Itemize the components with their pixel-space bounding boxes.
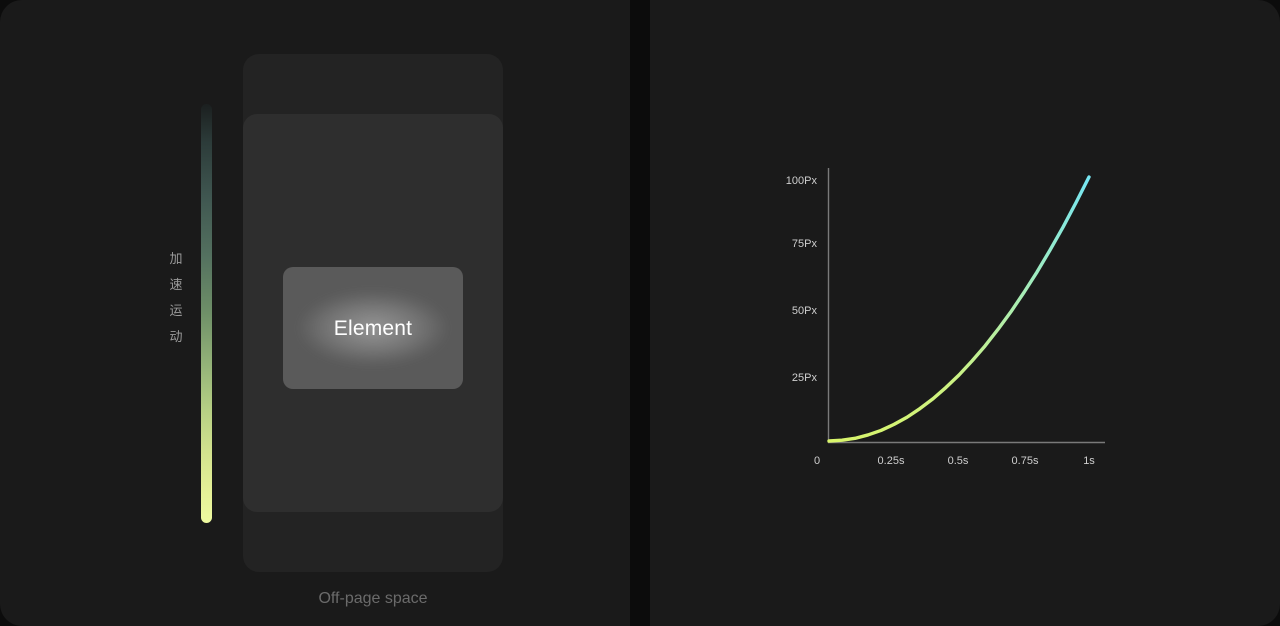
caption-char-3: 运 bbox=[169, 303, 183, 318]
y-tick-label-75: 75Px bbox=[792, 238, 818, 250]
x-tick-label-05: 0.5s bbox=[948, 455, 969, 467]
offpage-space-label-bottom: Off-page space bbox=[318, 590, 428, 607]
acceleration-gradient-bar bbox=[201, 104, 212, 523]
animated-element-label: Element bbox=[333, 316, 413, 340]
left-panel-demo: 加 速 运 动 Off-page space Off-page space El… bbox=[0, 0, 630, 626]
caption-char-2: 速 bbox=[169, 277, 183, 292]
ease-in-curve bbox=[827, 175, 1091, 443]
animated-element-box[interactable]: Element bbox=[283, 267, 463, 389]
y-tick-label-25: 25Px bbox=[792, 372, 818, 384]
x-tick-label-1: 1s bbox=[1083, 455, 1095, 467]
acceleration-caption: 加 速 运 动 bbox=[166, 252, 186, 343]
x-tick-label-0: 0 bbox=[814, 455, 820, 467]
y-tick-label-100: 100Px bbox=[786, 175, 818, 187]
x-tick-label-025: 0.25s bbox=[878, 455, 905, 467]
right-panel-chart bbox=[650, 0, 1280, 626]
caption-char-1: 加 bbox=[169, 251, 183, 266]
y-tick-label-50: 50Px bbox=[792, 305, 818, 317]
x-tick-label-075: 0.75s bbox=[1012, 455, 1039, 467]
easing-curve-svg: 100Px 75Px 50Px 25Px 0 0.25s 0.5s 0.75s … bbox=[786, 168, 1105, 467]
easing-curve-chart: 100Px 75Px 50Px 25Px 0 0.25s 0.5s 0.75s … bbox=[650, 0, 1280, 626]
caption-char-4: 动 bbox=[169, 329, 183, 344]
